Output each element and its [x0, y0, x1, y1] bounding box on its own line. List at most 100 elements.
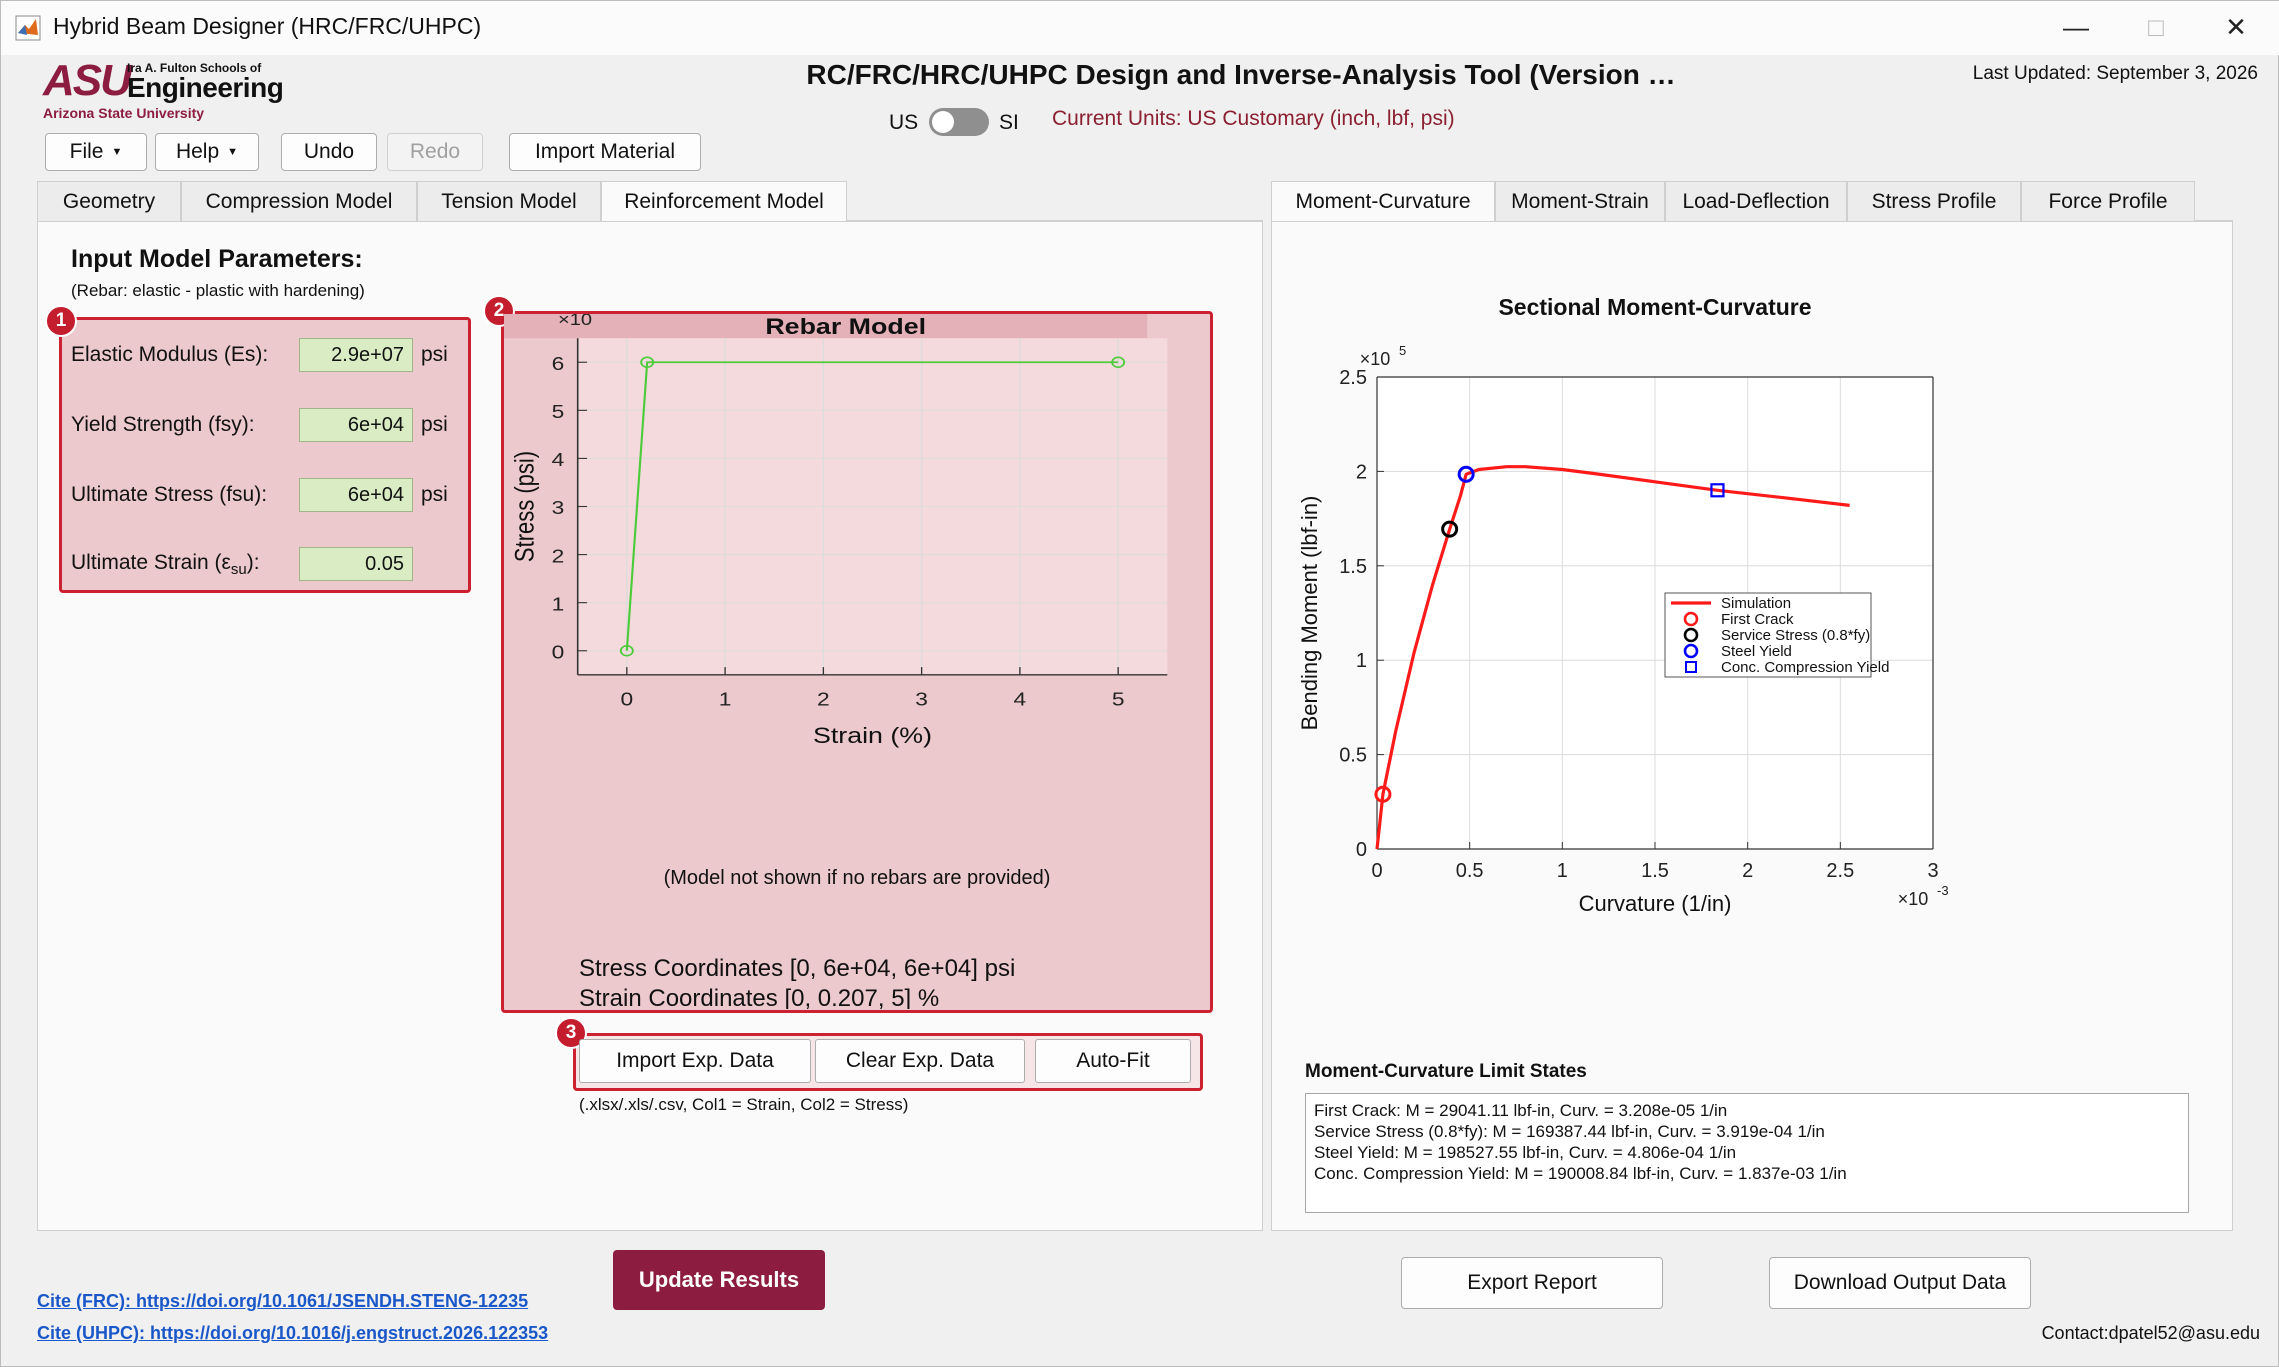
y-tick-label: 0.5: [1339, 745, 1367, 767]
results-tab-bar: Moment-Curvature Moment-Strain Load-Defl…: [1271, 181, 2233, 222]
limit-state-line: First Crack: M = 29041.11 lbf-in, Curv. …: [1314, 1101, 1728, 1120]
si-label: SI: [999, 111, 1019, 134]
x-tick-label: 4: [1014, 689, 1027, 710]
mc-plot-group: 0 0.5 1 1.5 2 2.5 3 0 0.5 1 1.5 2 2.5 Sectional Momen…: [1297, 294, 1949, 916]
x-tick-label: 1: [719, 689, 732, 710]
chart-title: Sectional Moment-Curvature: [1498, 294, 1811, 320]
app-title: RC/FRC/HRC/UHPC Design and Inverse-Analy…: [806, 59, 1676, 90]
tab-stress-profile[interactable]: Stress Profile: [1847, 181, 2021, 221]
y-axis-label: Stress (psi): [511, 451, 541, 562]
tab-force-profile[interactable]: Force Profile: [2021, 181, 2195, 221]
moment-curvature-chart: 0 0.5 1 1.5 2 2.5 3 0 0.5 1 1.5 2 2.5 Sectional Momen…: [1297, 294, 1949, 916]
limit-state-marker: [1710, 483, 1725, 498]
legend-marker: [1683, 627, 1699, 643]
y-exponent-label: ×10: [558, 314, 592, 329]
elastic-modulus-input[interactable]: [299, 338, 413, 372]
cite-frc-link[interactable]: Cite (FRC): https://doi.org/10.1061/JSEN…: [37, 1291, 529, 1311]
x-tick-label: 2: [817, 689, 830, 710]
logo-engineering: Engineering: [127, 72, 284, 103]
ultimate-strain-label: Ultimate Strain (εsu):: [71, 551, 260, 578]
x-tick-label: 5: [1112, 689, 1125, 710]
logo-school: Ira A. Fulton Schools of: [127, 61, 262, 75]
chart-title-bar: [504, 314, 1148, 339]
results-panel: Moment-Curvature Moment-Strain Load-Defl…: [1271, 181, 2233, 1231]
ultimate-strain-label-sub: su: [230, 561, 247, 579]
import-material-button[interactable]: Import Material: [509, 133, 701, 171]
yield-strength-unit: psi: [421, 413, 448, 436]
file-menu-button[interactable]: File ▼: [45, 133, 147, 171]
tab-moment-strain[interactable]: Moment-Strain: [1495, 181, 1665, 221]
limit-states-textarea[interactable]: First Crack: M = 29041.11 lbf-in, Curv. …: [1305, 1093, 2189, 1213]
y-tick-label: 0: [552, 642, 565, 663]
minimize-icon[interactable]: —: [2063, 11, 2089, 42]
tab-tension-model[interactable]: Tension Model: [417, 181, 601, 221]
rebar-data-point: [1111, 356, 1126, 368]
x-axis-label: Strain (%): [813, 724, 932, 748]
limit-state-marker: [1374, 785, 1392, 803]
y-tick-label: 3: [552, 498, 565, 519]
legend-box: [1664, 592, 1872, 678]
asu-logo: ASU Ira A. Fulton Schools of Engineering…: [43, 59, 284, 123]
tab-load-deflection[interactable]: Load-Deflection: [1665, 181, 1847, 221]
x-tick-label: 1.5: [1641, 860, 1669, 882]
params-title: Input Model Parameters:: [71, 245, 363, 273]
unit-toggle-switch[interactable]: [929, 108, 989, 136]
elastic-modulus-unit: psi: [421, 343, 448, 366]
y-exponent-label: ×10: [1360, 349, 1391, 369]
yield-strength-input[interactable]: [299, 408, 413, 442]
y-tick-label: 0: [1356, 839, 1367, 861]
rebar-data-point: [619, 645, 634, 657]
maximize-icon[interactable]: □: [2148, 11, 2164, 42]
legend-label: Simulation: [1721, 595, 1791, 612]
dropdown-arrow-icon: ▼: [227, 146, 239, 158]
elastic-modulus-label: Elastic Modulus (Es):: [71, 343, 269, 366]
tab-moment-curvature[interactable]: Moment-Curvature: [1271, 181, 1495, 222]
yield-strength-label: Yield Strength (fsy):: [71, 413, 255, 436]
cite-uhpc-link[interactable]: Cite (UHPC): https://doi.org/10.1016/j.e…: [37, 1323, 549, 1343]
import-exp-data-button[interactable]: Import Exp. Data: [579, 1039, 811, 1083]
file-label: File: [69, 140, 104, 163]
file-format-hint: (.xlsx/.xls/.csv, Col1 = Strain, Col2 = …: [579, 1095, 909, 1114]
x-tick-label: 0: [620, 689, 633, 710]
tab-reinforcement-model[interactable]: Reinforcement Model: [601, 181, 847, 222]
logo-university: Arizona State University: [43, 105, 205, 121]
limit-state-marker: [1457, 465, 1475, 483]
matlab-icon: [15, 15, 41, 41]
rebar-model-note: (Model not shown if no rebars are provid…: [663, 867, 1051, 889]
update-results-button[interactable]: Update Results: [613, 1250, 825, 1310]
y-tick-label: 4: [552, 450, 565, 471]
chart-title: Rebar Model: [765, 315, 926, 339]
clear-exp-data-button[interactable]: Clear Exp. Data: [815, 1039, 1025, 1083]
tab-compression-model[interactable]: Compression Model: [181, 181, 417, 221]
y-axis-label: Bending Moment (lbf-in): [1297, 496, 1322, 731]
ultimate-strain-input[interactable]: [299, 547, 413, 581]
x-tick-label: 3: [915, 689, 928, 710]
download-output-button[interactable]: Download Output Data: [1769, 1257, 2031, 1309]
window-title: Hybrid Beam Designer (HRC/FRC/UHPC): [53, 13, 482, 39]
ultimate-stress-input[interactable]: [299, 478, 413, 512]
contact-email: Contact:dpatel52@asu.edu: [2041, 1323, 2260, 1343]
rebar-series-line: [625, 361, 1119, 651]
x-tick-label: 1: [1557, 860, 1568, 882]
stress-coordinates: Stress Coordinates [0, 6e+04, 6e+04] psi: [579, 955, 1016, 982]
x-exponent-label: ×10: [1898, 889, 1929, 909]
tab-geometry[interactable]: Geometry: [37, 181, 181, 221]
export-report-button[interactable]: Export Report: [1401, 1257, 1663, 1309]
input-tab-bar: Geometry Compression Model Tension Model…: [37, 181, 1263, 222]
undo-button[interactable]: Undo: [281, 133, 377, 171]
title-bar: Hybrid Beam Designer (HRC/FRC/UHPC) — □ …: [1, 1, 2279, 55]
ultimate-strain-label-end: ):: [246, 551, 260, 574]
limit-state-line: Steel Yield: M = 198527.55 lbf-in, Curv.…: [1314, 1143, 1737, 1162]
rebar-model-chart: 0 1 2 3 4 5 0 1 2 3 4 5 6 Rebar Model Strain (%) Stress…: [504, 314, 1168, 748]
legend-label: Service Stress (0.8*fy): [1721, 627, 1870, 644]
x-tick-label: 0: [1371, 860, 1382, 882]
y-tick-label: 1.5: [1339, 556, 1367, 578]
simulation-curve: [1375, 465, 1850, 850]
close-icon[interactable]: ✕: [2225, 11, 2247, 42]
x-tick-label: 2: [1742, 860, 1753, 882]
redo-button[interactable]: Redo: [387, 133, 483, 171]
help-menu-button[interactable]: Help ▼: [155, 133, 259, 171]
auto-fit-button[interactable]: Auto-Fit: [1035, 1039, 1191, 1083]
x-exponent-value: -3: [1937, 883, 1949, 898]
current-units-text: Current Units: US Customary (inch, lbf, …: [1052, 107, 1455, 130]
